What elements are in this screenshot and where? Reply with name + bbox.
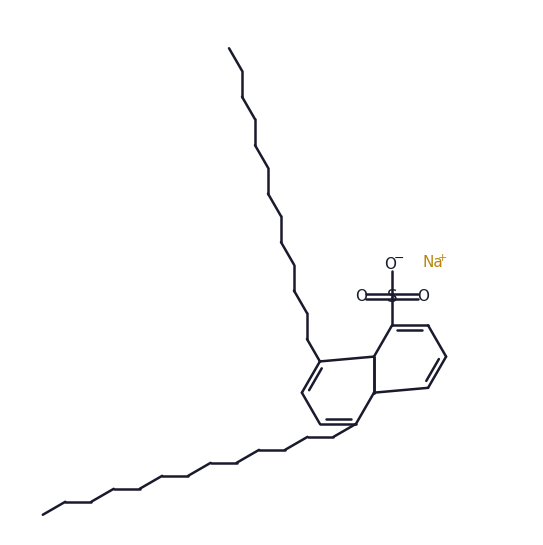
Text: Na: Na bbox=[422, 255, 444, 270]
Text: +: + bbox=[438, 253, 447, 263]
Text: S: S bbox=[387, 288, 397, 306]
Text: O: O bbox=[416, 289, 428, 304]
Text: O: O bbox=[355, 289, 368, 304]
Text: −: − bbox=[394, 251, 405, 264]
Text: O: O bbox=[384, 257, 396, 271]
